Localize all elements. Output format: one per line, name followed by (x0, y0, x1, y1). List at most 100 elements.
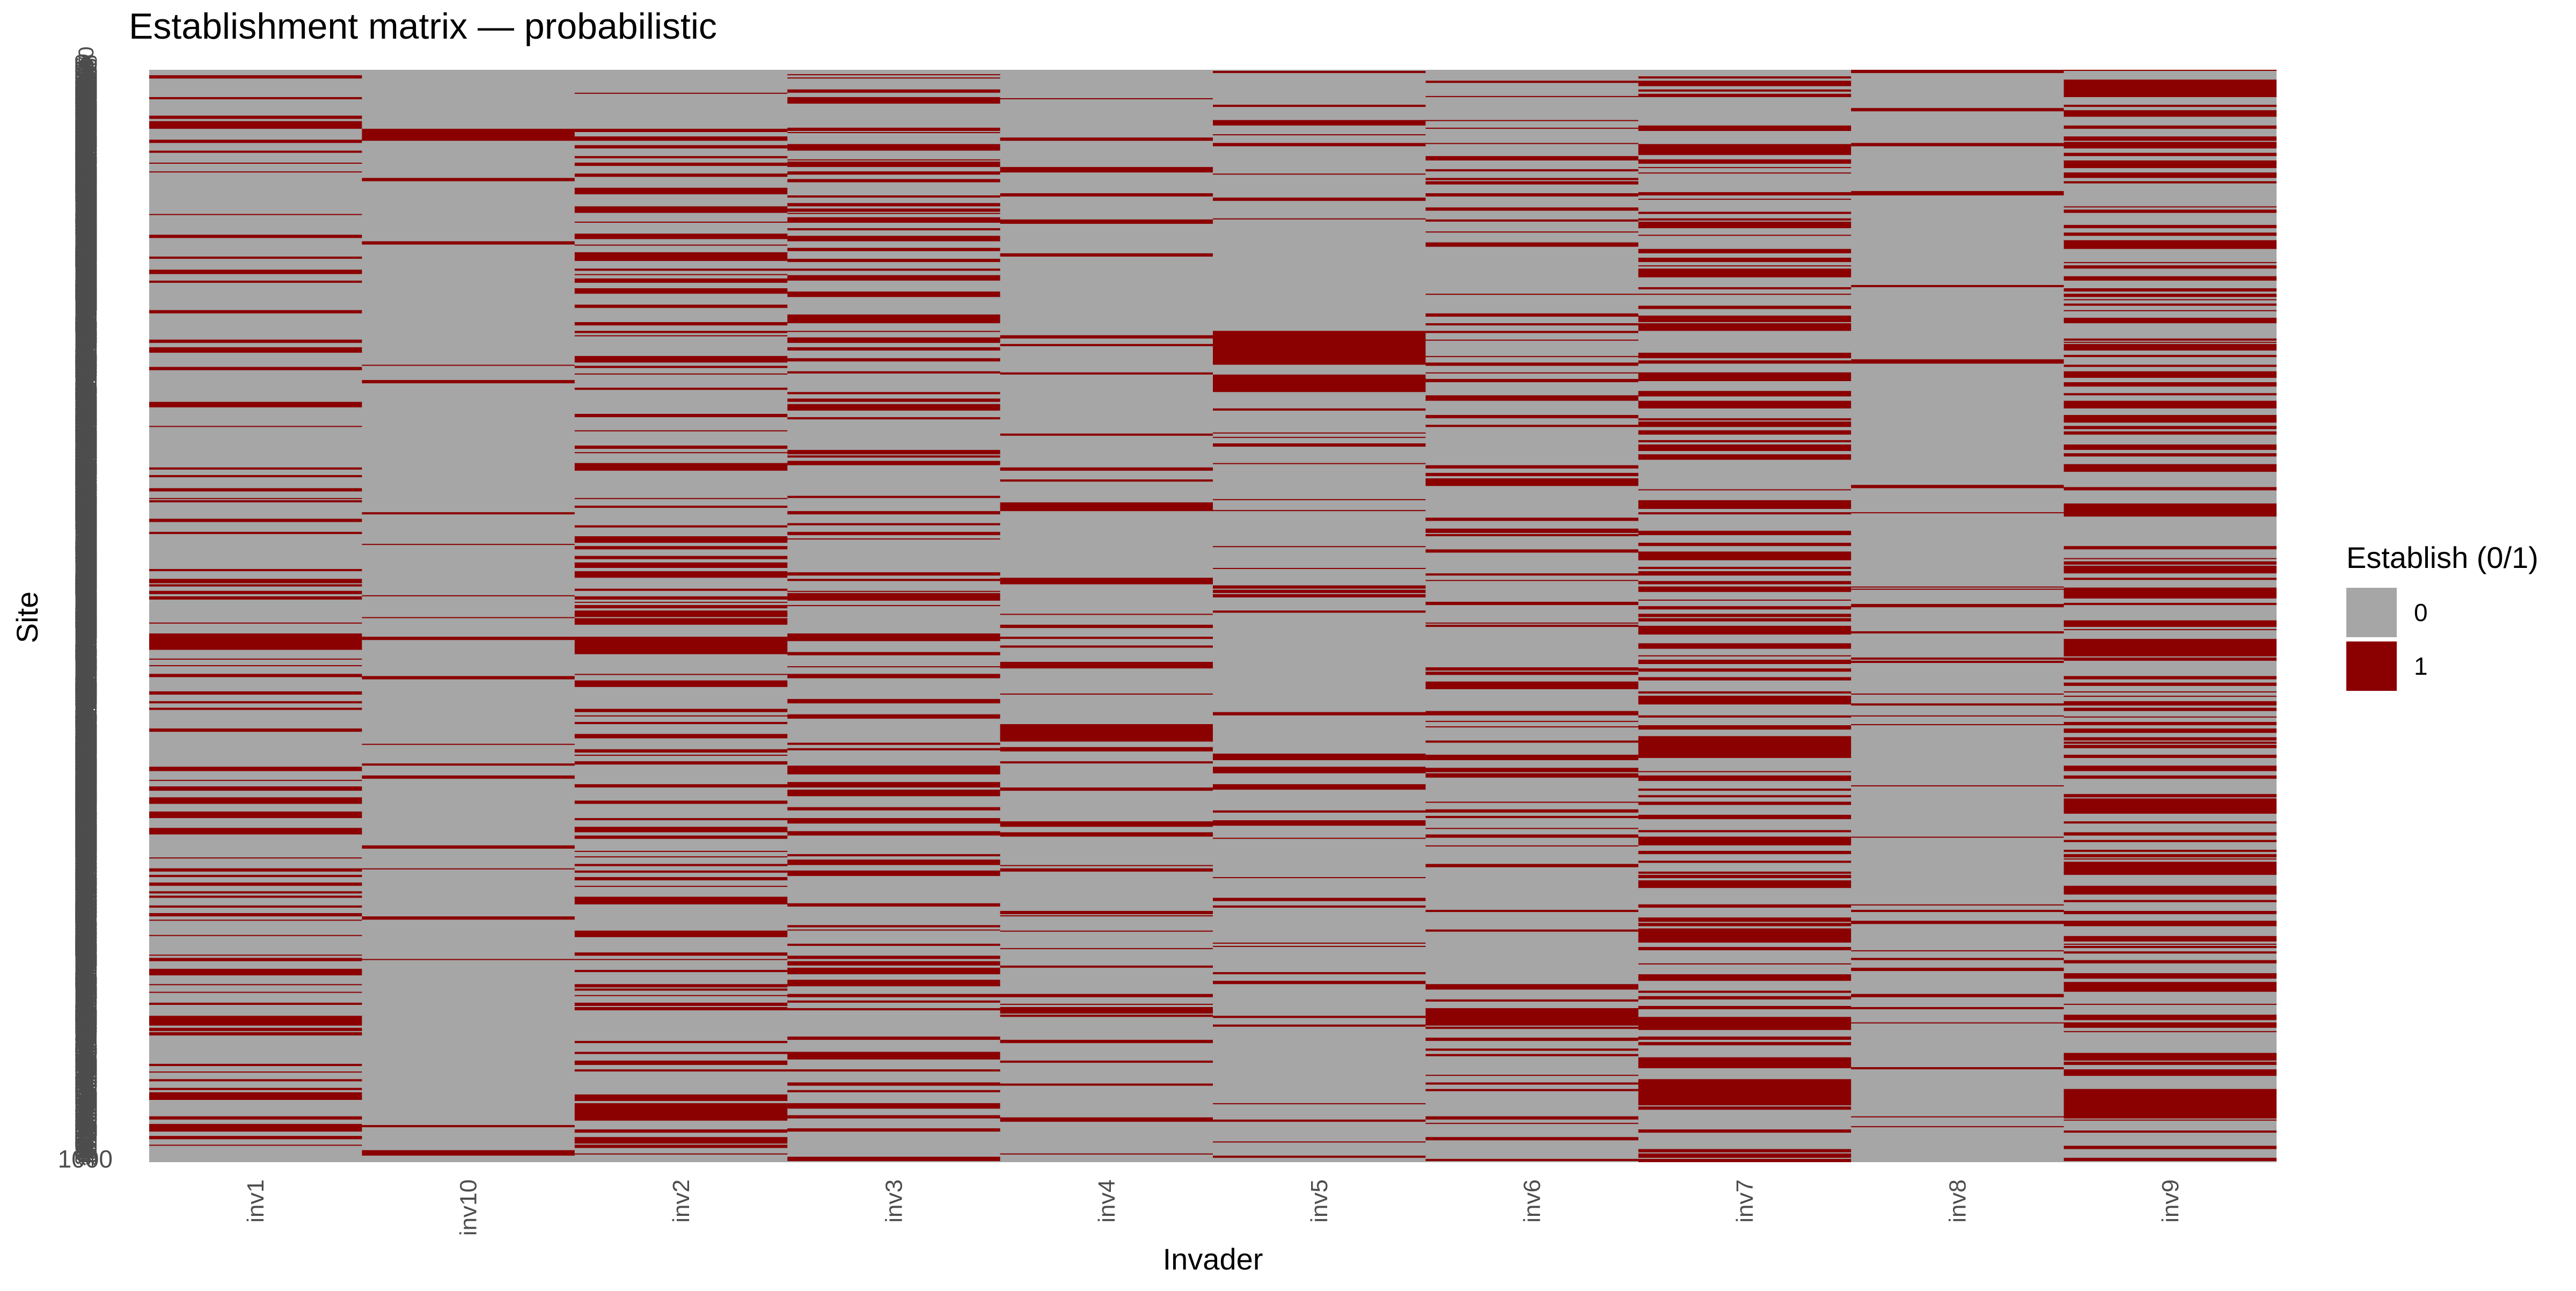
heatmap-cell-run (787, 358, 1000, 362)
heatmap-cell-run (2063, 400, 2277, 409)
heatmap-cell-run (574, 1144, 788, 1148)
y-tick-label: 29 (78, 1119, 101, 1143)
chart-title: Establishment matrix — probabilistic (129, 6, 717, 47)
heatmap-cell-run (2063, 1031, 2277, 1032)
heatmap-cell-run (149, 569, 362, 572)
y-tick-label: 160 (75, 970, 98, 1006)
heatmap-cell-run (1638, 677, 1851, 681)
y-tick-label: 126 (71, 1007, 95, 1043)
heatmap-cell-run (1638, 89, 1851, 92)
heatmap-cell-run (787, 1128, 1000, 1132)
heatmap-cell-run (787, 925, 1000, 928)
heatmap-cell-run (787, 417, 1000, 420)
heatmap-cell-run (787, 1156, 1000, 1161)
heatmap-cell-run (1213, 331, 1426, 365)
y-tick-label: 134 (78, 998, 101, 1034)
y-tick-label: 104 (78, 1031, 101, 1067)
heatmap-cell-run (1425, 809, 1638, 813)
heatmap-cell-run (1851, 485, 2064, 488)
heatmap-cell-run (1851, 904, 2064, 906)
heatmap-cell-run (1638, 625, 1851, 635)
y-tick-label: 208 (75, 917, 98, 953)
heatmap-cell-run (1213, 946, 1426, 947)
y-tick-label: 25 (75, 1124, 98, 1148)
heatmap-cell-run (1213, 443, 1426, 447)
heatmap-cell-run (1213, 173, 1426, 175)
heatmap-cell-run (149, 786, 362, 791)
heatmap-cell-run (1638, 249, 1851, 253)
heatmap-cell-run (149, 895, 362, 898)
y-tick-label: 250 (75, 872, 98, 908)
heatmap-cell-run (787, 742, 1000, 745)
y-tick-label: 286 (75, 833, 98, 869)
heatmap-cell-run (149, 500, 362, 502)
heatmap-cell-run (149, 868, 362, 872)
heatmap-cell-run (787, 213, 1000, 214)
heatmap-cell-run (2063, 209, 2277, 213)
y-tick-label: 238 (75, 885, 98, 921)
heatmap-cell-run (574, 430, 788, 432)
y-tick-label: 1 (75, 1156, 98, 1168)
heatmap-cell-run (1425, 231, 1638, 233)
heatmap-cell-run (1425, 169, 1638, 172)
heatmap-cell-run (2063, 364, 2277, 367)
heatmap-cell-run (1213, 594, 1426, 597)
y-axis-title: Site (10, 592, 44, 644)
heatmap-cell-run (149, 235, 362, 238)
heatmap-cell-run (1000, 761, 1213, 764)
heatmap-cell-run (1000, 433, 1213, 436)
heatmap-cell-run (787, 790, 1000, 797)
y-tick-label: 251 (78, 871, 101, 907)
heatmap-cell-run (1000, 219, 1213, 224)
y-tick-label: 262 (75, 858, 98, 894)
heatmap-cell-run (1638, 691, 1851, 694)
heatmap-cell-run (574, 1041, 788, 1044)
heatmap-cell-run (1851, 950, 2064, 952)
y-tick-label: 27 (71, 1121, 95, 1146)
y-tick-label: 184 (75, 944, 98, 980)
y-tick-label: 216 (71, 909, 95, 945)
heatmap-cell-run (1425, 331, 1638, 333)
heatmap-cell-run (1425, 517, 1638, 521)
heatmap-cell-run (1638, 974, 1851, 981)
y-tick-label: 82 (75, 1061, 98, 1085)
y-tick-label: 151 (75, 980, 98, 1016)
y-tick-label: 138 (71, 994, 95, 1030)
heatmap-cell-run (1213, 1103, 1426, 1105)
heatmap-cell-run (1638, 614, 1851, 617)
heatmap-cell-run (149, 1088, 362, 1090)
y-tick-label: 30 (71, 1118, 95, 1142)
heatmap-cell-run (2063, 701, 2277, 706)
y-tick-label: 37 (75, 1110, 98, 1134)
heatmap-cell-run (2063, 503, 2277, 517)
heatmap-cell-run (1851, 588, 2064, 590)
heatmap-cell-run (574, 1052, 788, 1054)
heatmap-cell-run (2063, 393, 2277, 396)
heatmap-cell-run (2063, 265, 2277, 269)
heatmap-cell-run (574, 1137, 788, 1144)
heatmap-cell-run (787, 1082, 1000, 1086)
heatmap-cell-run (2063, 960, 2277, 964)
heatmap-cell-run (1425, 801, 1638, 803)
heatmap-cell-run (1000, 335, 1213, 339)
y-tick-label: 93 (71, 1049, 95, 1074)
y-tick-label: 174 (71, 955, 95, 991)
y-tick-label: 83 (78, 1060, 101, 1084)
heatmap-cell-run (1638, 323, 1851, 331)
heatmap-cell-run (2063, 682, 2277, 686)
heatmap-cell-run (1000, 1060, 1213, 1063)
y-tick-label: 123 (71, 1010, 95, 1046)
y-tick-label: 232 (75, 892, 98, 928)
y-tick-label: 205 (75, 921, 98, 957)
y-tick-label: 191 (78, 936, 101, 972)
heatmap-cell-run (1213, 432, 1426, 434)
heatmap-cell-run (787, 605, 1000, 607)
heatmap-cell-run (1425, 909, 1638, 912)
y-tick-label: 198 (71, 929, 95, 965)
heatmap-cell-run (787, 748, 1000, 750)
heatmap-cell-run (2063, 1119, 2277, 1121)
y-tick-label: 185 (78, 943, 101, 979)
heatmap-cell-run (1425, 672, 1638, 675)
heatmap-cell-run (1638, 489, 1851, 491)
heatmap-cell-run (1425, 395, 1638, 401)
